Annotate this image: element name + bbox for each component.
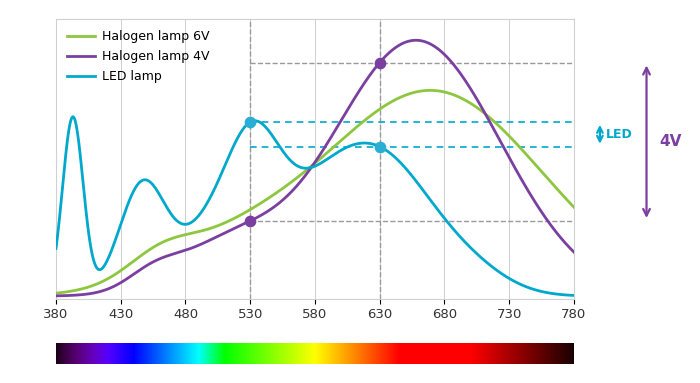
LED lamp <box>555 292 564 297</box>
LED lamp <box>290 162 299 166</box>
Halogen lamp 6V <box>555 189 564 194</box>
Halogen lamp 4V <box>570 250 578 254</box>
Legend: Halogen lamp 6V, Halogen lamp 4V, LED lamp: Halogen lamp 6V, Halogen lamp 4V, LED la… <box>62 25 215 88</box>
LED lamp <box>78 177 87 181</box>
Halogen lamp 4V <box>555 233 564 238</box>
Halogen lamp 4V <box>412 38 420 43</box>
LED lamp <box>69 115 77 119</box>
Line: Halogen lamp 4V: Halogen lamp 4V <box>56 40 574 296</box>
Halogen lamp 6V <box>570 205 578 210</box>
Point <box>244 119 256 125</box>
Text: 4V: 4V <box>659 134 682 149</box>
LED lamp <box>555 292 564 297</box>
Point <box>244 218 256 224</box>
Halogen lamp 4V <box>290 187 298 191</box>
Halogen lamp 6V <box>426 88 435 93</box>
LED lamp <box>52 246 60 251</box>
LED lamp <box>304 166 312 170</box>
Halogen lamp 4V <box>78 292 87 297</box>
Point <box>374 144 385 150</box>
Halogen lamp 6V <box>460 97 468 102</box>
Point <box>374 59 385 65</box>
Halogen lamp 4V <box>460 77 468 81</box>
Halogen lamp 4V <box>555 234 564 238</box>
Line: LED lamp: LED lamp <box>56 117 574 295</box>
Halogen lamp 4V <box>52 293 60 298</box>
Halogen lamp 6V <box>304 167 312 171</box>
LED lamp <box>570 293 578 298</box>
Text: LED: LED <box>606 128 633 141</box>
Halogen lamp 6V <box>555 189 564 193</box>
Halogen lamp 6V <box>290 178 298 182</box>
Halogen lamp 4V <box>304 170 312 175</box>
Halogen lamp 6V <box>78 286 87 291</box>
Halogen lamp 6V <box>52 291 60 296</box>
LED lamp <box>460 239 468 243</box>
Line: Halogen lamp 6V: Halogen lamp 6V <box>56 90 574 293</box>
